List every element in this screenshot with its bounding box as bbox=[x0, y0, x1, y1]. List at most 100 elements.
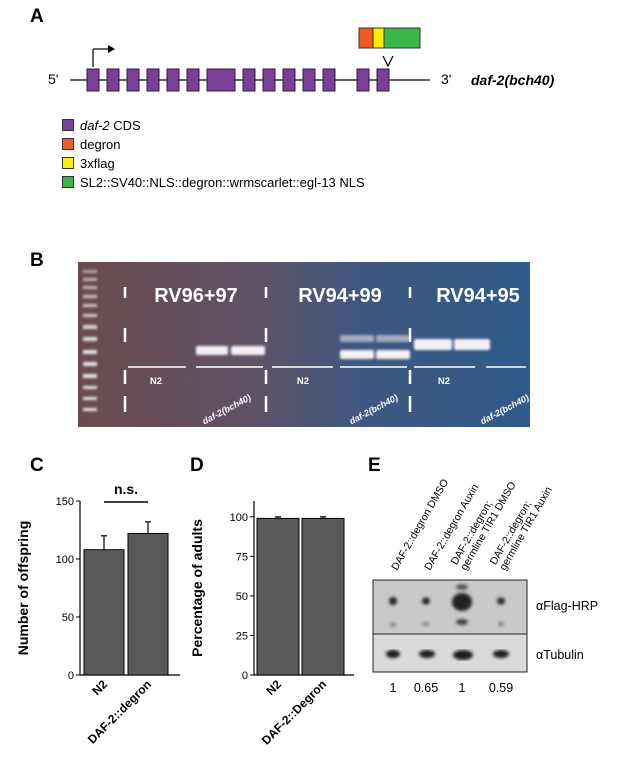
five-prime-label: 5' bbox=[48, 71, 58, 87]
exon-block bbox=[356, 68, 370, 92]
legend-text: CDS bbox=[109, 117, 141, 133]
flag-block bbox=[372, 27, 385, 49]
exon-block bbox=[262, 68, 276, 92]
gel-band bbox=[376, 335, 410, 342]
antibody-label: αTubulin bbox=[536, 648, 584, 662]
legend-swatch bbox=[62, 157, 74, 169]
blot-band bbox=[422, 597, 430, 605]
legend-swatch bbox=[62, 138, 74, 150]
insertion-caret-icon bbox=[382, 55, 394, 68]
y-tick-label: 75 bbox=[236, 551, 248, 563]
blot-band bbox=[389, 597, 397, 605]
exon-block bbox=[322, 68, 336, 92]
quant-value: 0.59 bbox=[489, 681, 513, 695]
lane-label: N2 bbox=[297, 376, 309, 387]
gel-band bbox=[340, 335, 374, 342]
blot-band bbox=[452, 593, 472, 611]
y-tick-label: 0 bbox=[68, 670, 74, 682]
x-tick-label: N2 bbox=[89, 677, 110, 698]
legend-item: daf-2 CDS bbox=[62, 117, 141, 133]
blot-band bbox=[456, 584, 468, 590]
exon-block bbox=[242, 68, 256, 92]
degron-block bbox=[358, 27, 374, 49]
legend-swatch bbox=[62, 176, 74, 188]
blot-band bbox=[423, 622, 429, 626]
blot-band bbox=[497, 597, 505, 605]
blot-band bbox=[386, 650, 400, 658]
flag-blot-membrane bbox=[372, 579, 528, 635]
significance-label: n.s. bbox=[114, 481, 138, 497]
legend-text: SL2::SV40::NLS::degron::wrmscarlet::egl-… bbox=[80, 174, 365, 190]
panel-e-label: E bbox=[368, 455, 381, 476]
flag-bands bbox=[389, 584, 505, 627]
legend-item: degron bbox=[62, 136, 120, 152]
y-tick-label: 100 bbox=[56, 554, 74, 566]
gel-band bbox=[340, 350, 374, 359]
y-tick-label: 100 bbox=[230, 512, 248, 524]
panel-d-label: D bbox=[190, 455, 204, 476]
exon-block bbox=[186, 68, 200, 92]
exon-block bbox=[376, 68, 390, 92]
bar bbox=[83, 549, 125, 676]
bar bbox=[127, 532, 169, 676]
panel-a-label: A bbox=[30, 6, 44, 27]
gel-band bbox=[414, 339, 452, 350]
insertion-cassette bbox=[358, 27, 421, 68]
allele-label: daf-2(bch40) bbox=[471, 72, 555, 88]
legend-swatch bbox=[62, 119, 74, 131]
gel-dividers bbox=[123, 287, 412, 412]
y-tick-label: 150 bbox=[56, 496, 74, 508]
panel-c-label: C bbox=[30, 455, 44, 476]
blot-band bbox=[453, 650, 473, 660]
blot-lane-label: DAF-2::degron;germline TIR1 Auxin bbox=[488, 479, 555, 572]
antibody-label: αFlag-HRP bbox=[536, 599, 598, 613]
blot-lane-label: DAF-2::degron DMSO bbox=[389, 477, 451, 572]
gel-band bbox=[196, 346, 228, 355]
exon-block bbox=[126, 68, 140, 92]
exon-group bbox=[86, 68, 390, 92]
three-prime-label: 3' bbox=[441, 71, 451, 87]
legend-text: 3xflag bbox=[80, 155, 115, 171]
blot-band bbox=[419, 650, 435, 658]
x-tick-label: N2 bbox=[263, 677, 284, 698]
legend-italic-text: daf-2 bbox=[80, 117, 110, 133]
gel-band bbox=[376, 350, 410, 359]
gel-bands bbox=[196, 335, 490, 359]
quant-value: 0.65 bbox=[414, 681, 438, 695]
blot-band bbox=[498, 622, 504, 626]
tubulin-bands bbox=[386, 650, 509, 660]
exon-block bbox=[86, 68, 100, 92]
gene-model: 5' 3' daf-2(bch40) bbox=[48, 27, 555, 92]
y-tick-label: 25 bbox=[236, 630, 248, 642]
tss-arrow-icon bbox=[92, 45, 115, 67]
y-axis-label: Number of offspring bbox=[15, 521, 31, 656]
exon-block bbox=[106, 68, 120, 92]
exon-block bbox=[302, 68, 316, 92]
dna-ladder bbox=[83, 270, 97, 411]
lane-label: N2 bbox=[150, 376, 162, 387]
agarose-gel: RV96+97 RV94+99 RV94+95N2daf-2(bch40)N2daf… bbox=[78, 262, 530, 427]
bar bbox=[301, 517, 345, 676]
blot-band bbox=[456, 619, 468, 625]
quant-value: 1 bbox=[459, 681, 466, 695]
exon-block bbox=[206, 68, 236, 92]
y-tick-label: 0 bbox=[242, 670, 248, 682]
sl2-block bbox=[383, 27, 421, 49]
gel-band bbox=[454, 339, 490, 350]
legend-text: degron bbox=[80, 136, 121, 152]
y-tick-label: 50 bbox=[236, 591, 248, 603]
legend-item: 3xflag bbox=[62, 155, 115, 171]
exon-block bbox=[146, 68, 160, 92]
exon-block bbox=[282, 68, 296, 92]
legend-item: SL2::SV40::NLS::degron::wrmscarlet::egl-… bbox=[62, 174, 365, 190]
primer-pair-label: RV94+95 bbox=[436, 285, 520, 307]
gel-band bbox=[231, 346, 265, 355]
exon-block bbox=[166, 68, 180, 92]
lane-label: N2 bbox=[438, 376, 450, 387]
quant-value: 1 bbox=[390, 681, 397, 695]
primer-pair-label: RV94+99 bbox=[298, 285, 382, 307]
bar bbox=[256, 517, 300, 676]
